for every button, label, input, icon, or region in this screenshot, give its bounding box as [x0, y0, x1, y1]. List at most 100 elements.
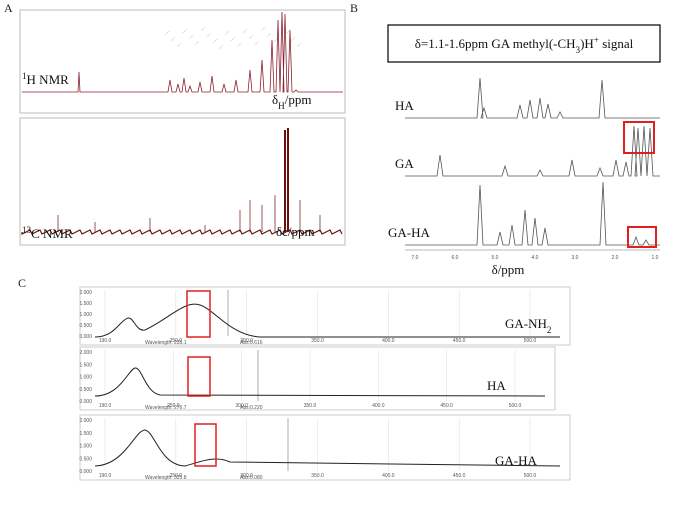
h-nmr-trace — [22, 11, 343, 93]
uv-frame — [79, 286, 571, 346]
uv-name-part: HA — [487, 378, 506, 393]
x-axis-label: δ/ppm — [492, 262, 525, 277]
x-tick-label: 190.0 — [99, 338, 112, 344]
x-tick-label: 350.0 — [311, 473, 324, 479]
b-trace — [405, 125, 660, 177]
hint — [206, 32, 212, 38]
panel-label: A — [4, 1, 13, 15]
hint — [224, 30, 230, 36]
y-tick-label: 1.500 — [79, 362, 92, 368]
uv-name-part: 2 — [547, 325, 552, 335]
h-nmr-label: 1H NMR — [22, 71, 69, 87]
hint — [236, 42, 242, 48]
hint — [188, 34, 194, 40]
hint — [230, 36, 236, 42]
hint — [176, 42, 182, 48]
y-tick-label: 2.000 — [79, 290, 92, 296]
x-tick-label: 400.0 — [372, 403, 385, 409]
uv-trace — [94, 429, 561, 467]
note: δ=1.1-1.6ppm GA methyl(-CH3)H+ signal — [415, 35, 634, 55]
y-tick-label: 2.000 — [79, 418, 92, 424]
highlight-box — [623, 121, 655, 154]
x-tick-label: 450.0 — [453, 338, 466, 344]
x-tick-label: 3.0 — [572, 255, 579, 261]
x-tick-label: 5.0 — [492, 255, 499, 261]
x-tick-label: 500.0 — [524, 338, 537, 344]
uv-frame — [79, 346, 556, 411]
h-axis-label-part: /ppm — [285, 92, 312, 107]
uv-trace — [94, 303, 560, 338]
x-tick-label: 190.0 — [99, 403, 112, 409]
x-tick-label: 350.0 — [311, 338, 324, 344]
h-nmr-label-part: H NMR — [27, 72, 70, 87]
c-nmr-label-part: 13 — [22, 225, 32, 235]
panel-label: B — [350, 1, 358, 15]
uv-frame — [79, 414, 571, 481]
h-nmr-label-part: 1 — [22, 71, 27, 81]
x-tick-label: 2.0 — [612, 255, 619, 261]
x-tick-label: 300.0 — [240, 473, 253, 479]
wavelength: Wavelength: 235.1 — [145, 340, 187, 346]
x-tick-label: 250.0 — [167, 403, 180, 409]
x-tick-label: 1.0 — [652, 255, 659, 261]
note-box — [387, 24, 661, 63]
trace-label: GA — [395, 156, 414, 171]
panel-label: C — [18, 276, 26, 290]
y-tick-label: 0.000 — [79, 334, 92, 340]
y-tick-label: 1.000 — [79, 375, 92, 381]
hint — [212, 38, 218, 44]
x-tick-label: 500.0 — [524, 473, 537, 479]
x-tick-label: 300.0 — [235, 403, 248, 409]
c-nmr-label-part: C NMR — [31, 226, 73, 241]
x-tick-label: 450.0 — [440, 403, 453, 409]
highlight-box — [187, 356, 211, 397]
x-tick-label: 500.0 — [509, 403, 522, 409]
hint — [248, 34, 254, 40]
x-tick-label: 400.0 — [382, 338, 395, 344]
wavelength: Wavelength: 325.8 — [145, 475, 187, 481]
nmr-spectra — [21, 11, 343, 235]
b-trace — [405, 77, 660, 119]
c-nmr-frame — [19, 117, 346, 246]
uv-name: HA — [487, 378, 506, 393]
y-tick-label: 0.500 — [79, 387, 92, 393]
note-part: signal — [599, 36, 634, 51]
hint — [242, 28, 248, 34]
hint — [284, 30, 290, 36]
uv-name: GA-NH2 — [505, 316, 552, 335]
h-axis-label: δH/ppm — [272, 92, 311, 111]
trace-label: HA — [395, 98, 414, 113]
uv-spectra: 2.000 1.500 1.000 0.500 0.000 190.0 250.0 300.0… — [79, 290, 561, 481]
hint — [194, 40, 200, 46]
y-tick-label: 1.000 — [79, 312, 92, 318]
x-tick-label: 6.0 — [452, 255, 459, 261]
h-axis-label-part: H — [278, 101, 285, 111]
hint — [254, 40, 260, 46]
highlight-box — [186, 290, 211, 338]
note-part: 3 — [576, 45, 581, 55]
abs: Abs:0.616 — [240, 340, 263, 346]
note-part: + — [594, 35, 599, 45]
highlight-box — [194, 423, 217, 467]
note-part: δ=1.1-1.6ppm GA methyl(-CH — [415, 36, 576, 51]
hint — [182, 28, 188, 34]
y-tick-label: 1.000 — [79, 444, 92, 450]
x-tick-label: 400.0 — [382, 473, 395, 479]
hint — [296, 42, 302, 48]
hint — [266, 32, 272, 38]
hint — [164, 30, 170, 36]
note-part: )H — [580, 36, 594, 51]
highlight-box — [627, 226, 657, 248]
hint — [260, 26, 266, 32]
x-tick-label: 300.0 — [240, 338, 253, 344]
hint — [272, 38, 278, 44]
y-tick-label: 0.000 — [79, 469, 92, 475]
c-nmr-label: 13C NMR — [22, 225, 73, 241]
y-tick-label: 0.500 — [79, 456, 92, 462]
trace-label: GA-HA — [388, 225, 430, 240]
x-tick-label: 4.0 — [532, 255, 539, 261]
y-tick-label: 1.500 — [79, 431, 92, 437]
x-tick-label: 250.0 — [170, 338, 183, 344]
abs: Abs:0.080 — [240, 475, 263, 481]
